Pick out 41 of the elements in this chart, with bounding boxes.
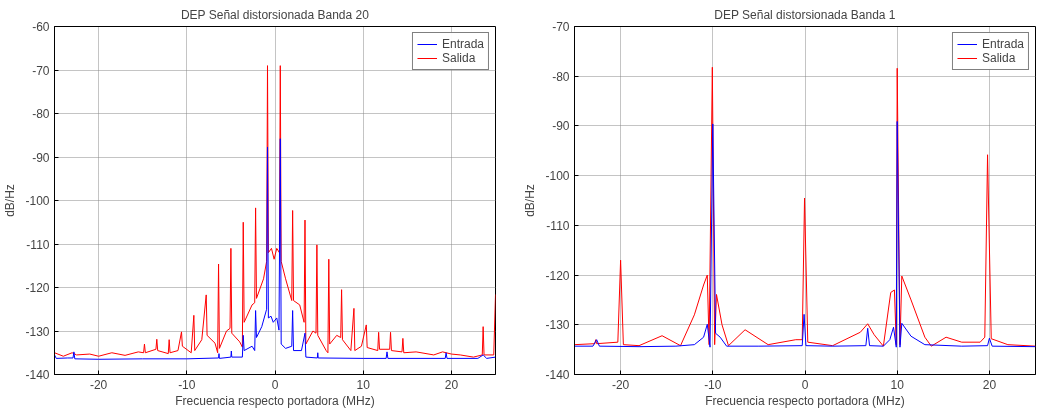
- y-tick-label: -100: [545, 169, 570, 184]
- line-series: [574, 120, 1036, 348]
- x-tick-label: 10: [356, 377, 371, 392]
- x-tick-label: -20: [89, 377, 108, 392]
- y-tick-label: -80: [552, 69, 570, 84]
- x-tick-label: 10: [890, 377, 905, 392]
- y-tick-label: -70: [32, 63, 50, 78]
- line-series: [574, 66, 1036, 347]
- x-tick-label: 0: [801, 377, 809, 392]
- x-tick-label: -10: [704, 377, 722, 392]
- y-tick-label: -90: [552, 119, 570, 134]
- x-tick-label: -10: [178, 377, 196, 392]
- y-tick-label: -90: [32, 150, 50, 165]
- y-tick-label: -120: [545, 268, 570, 283]
- y-tick-label: -140: [25, 368, 50, 382]
- y-tick-label: -120: [25, 281, 50, 295]
- y-tick-label: -110: [26, 237, 50, 252]
- line-series: [54, 65, 496, 358]
- line-series: [54, 138, 496, 360]
- chart-title: DEP Señal distorsionada Banda 20: [180, 7, 370, 22]
- y-tick-label: -60: [32, 20, 50, 34]
- x-tick-label: -20: [611, 377, 630, 392]
- y-tick-label: -130: [25, 324, 50, 339]
- y-axis-title: dB/Hz: [3, 184, 18, 217]
- y-tick-label: -100: [25, 194, 50, 208]
- x-tick-label: 20: [982, 377, 997, 392]
- y-tick-label: -80: [32, 107, 50, 121]
- y-tick-label: -140: [545, 368, 570, 382]
- y-tick-label: -130: [545, 318, 570, 333]
- legend-label: Entrada: [981, 37, 1024, 51]
- x-tick-label: 0: [271, 377, 279, 392]
- legend-label: Salida: [981, 51, 1016, 65]
- x-axis-title: Frecuencia respecto portadora (MHz): [175, 393, 375, 408]
- chart-title: DEP Señal distorsionada Banda 1: [714, 7, 896, 22]
- y-axis-title: dB/Hz: [523, 184, 538, 217]
- legend-label: Salida: [441, 51, 476, 65]
- y-tick-label: -110: [546, 218, 570, 233]
- legend-label: Entrada: [441, 37, 484, 51]
- x-tick-label: 20: [444, 377, 459, 392]
- x-axis-title: Frecuencia respecto portadora (MHz): [705, 393, 905, 408]
- y-tick-label: -70: [552, 20, 570, 34]
